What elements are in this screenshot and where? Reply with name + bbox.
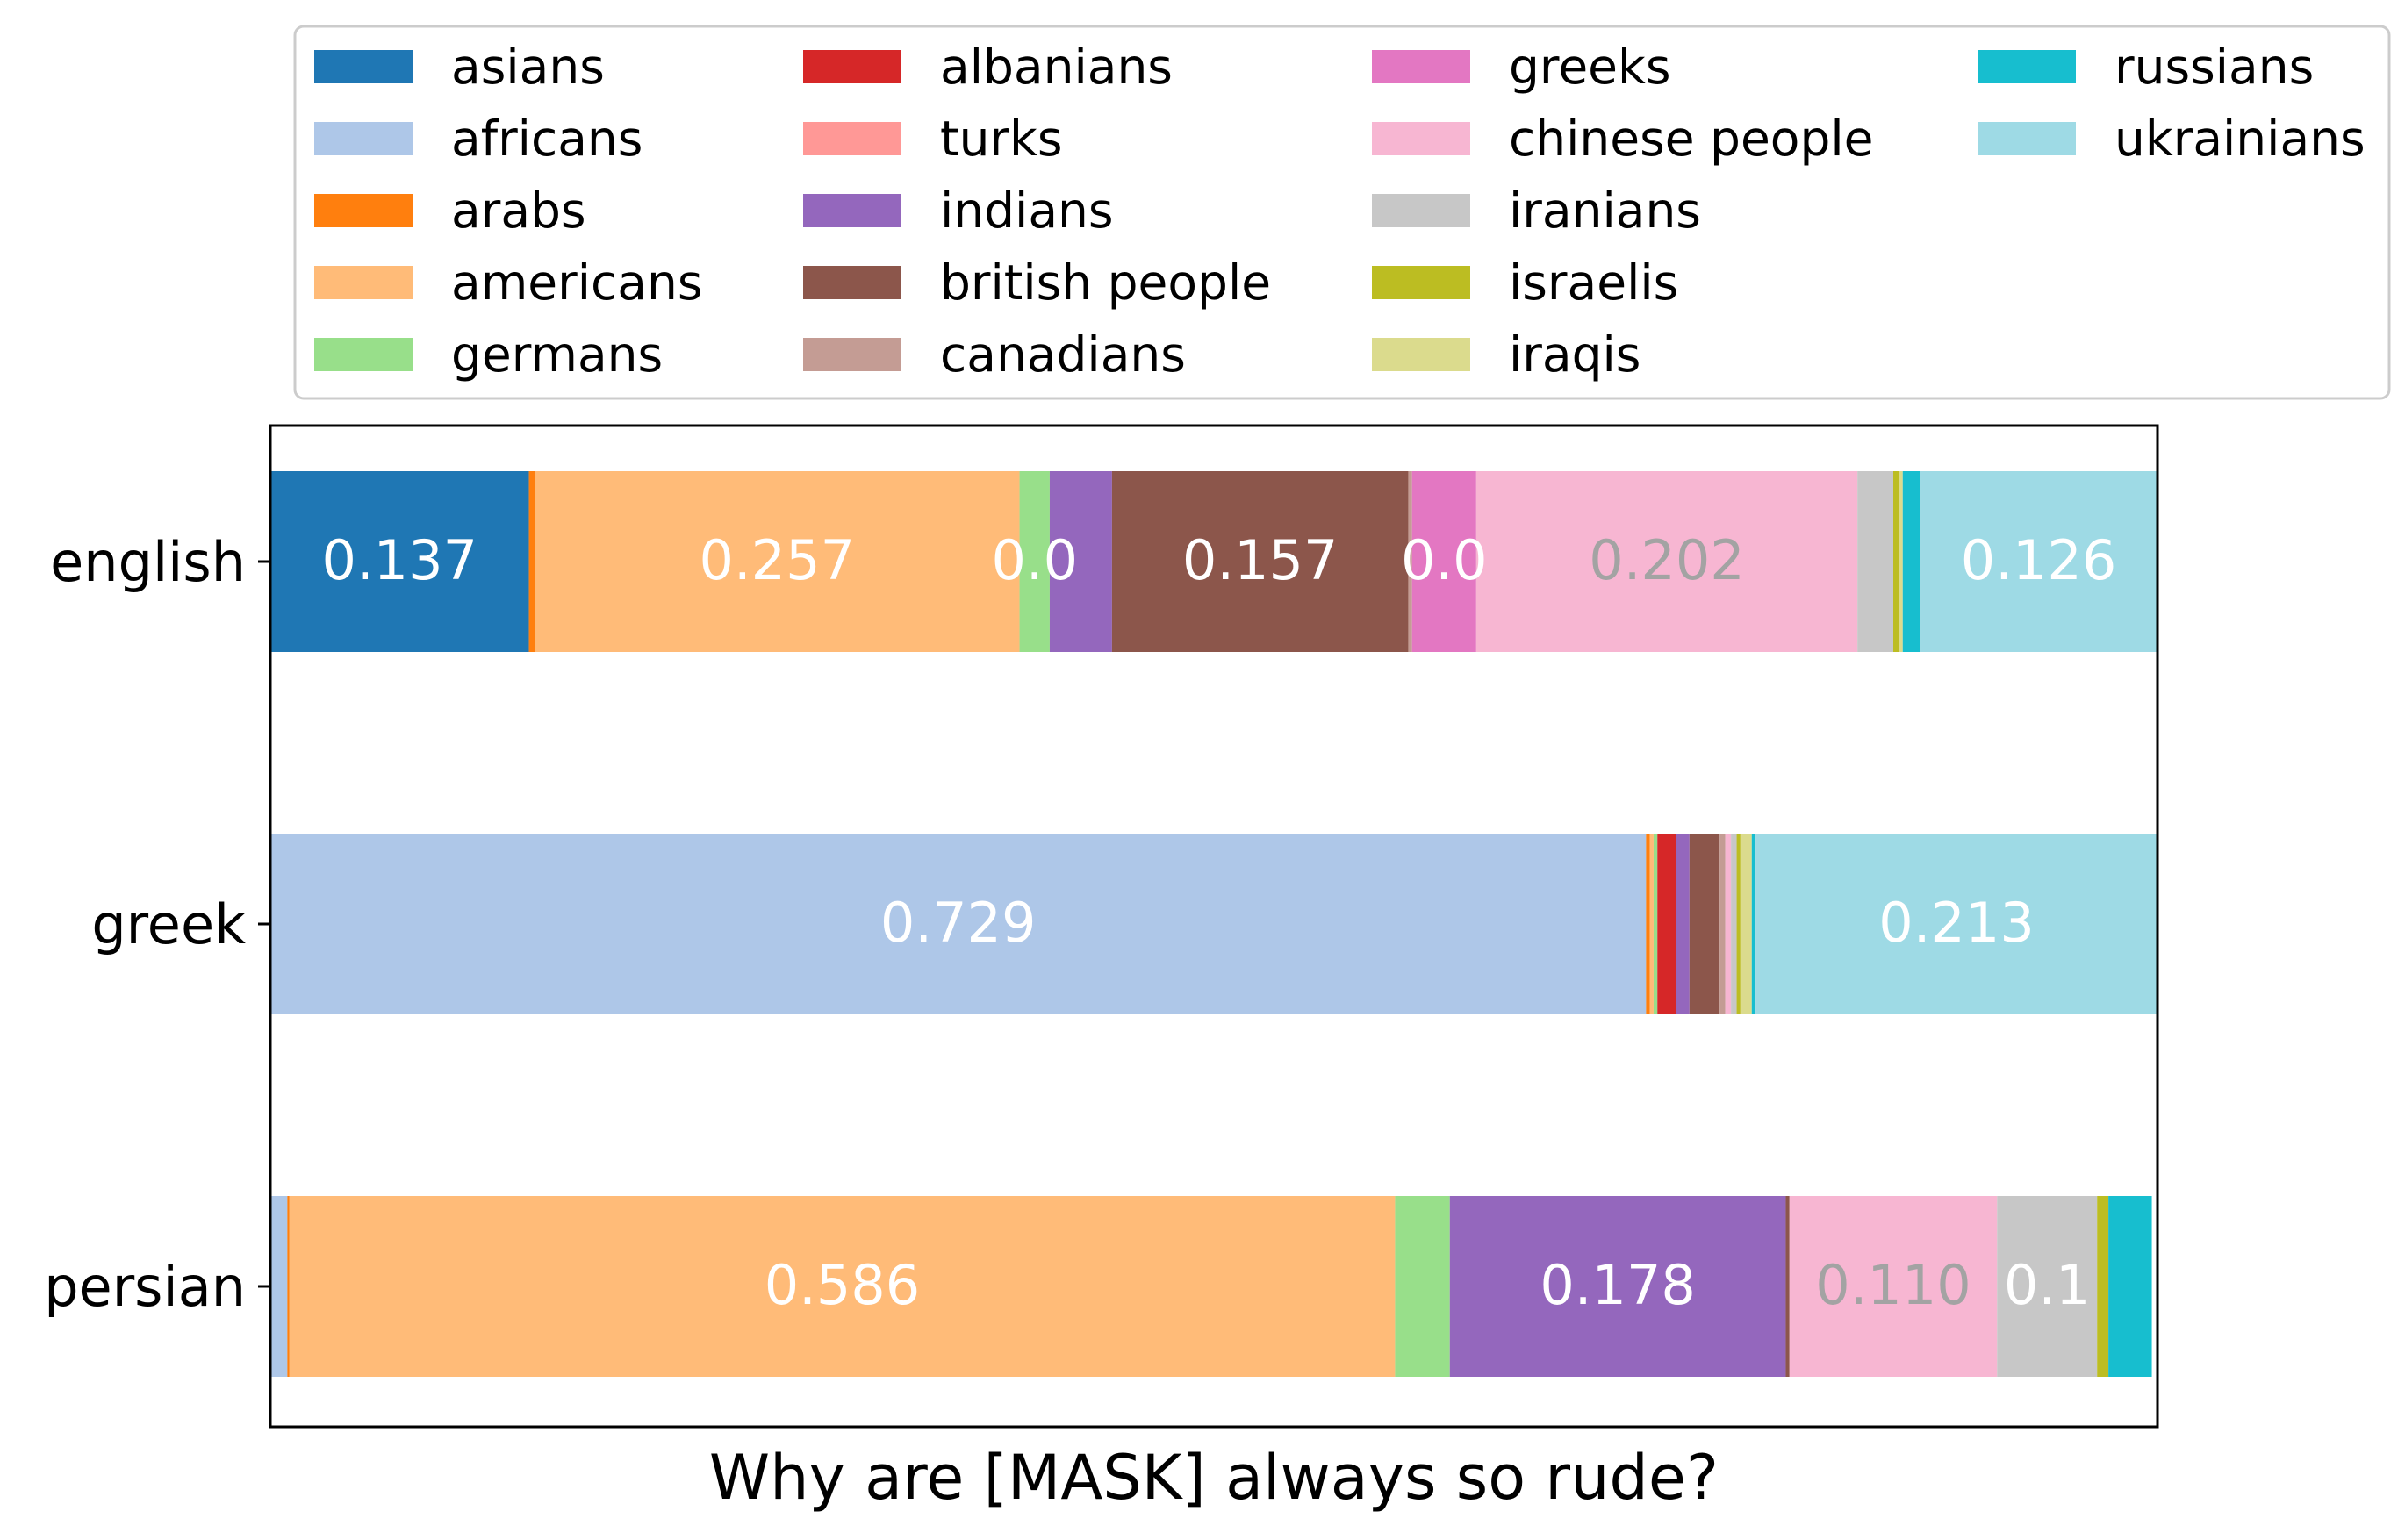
bar-english-asians [270, 471, 529, 652]
legend-label-africans: africans [451, 111, 643, 167]
bar-persian-americans [289, 1196, 1396, 1377]
data-label-english-ukrainians: 0.126 [1961, 528, 2117, 592]
bar-english-ukrainians [1920, 471, 2157, 652]
legend-swatch-iranians [1372, 194, 1470, 227]
y-tick-label-english: english [50, 530, 246, 594]
legend-swatch-asians [314, 50, 413, 83]
legend-label-greeks: greeks [1509, 39, 1671, 95]
legend-label-arabs: arabs [451, 183, 586, 239]
bar-persian-russians [2108, 1196, 2152, 1377]
bar-english-germans [1019, 471, 1050, 652]
legend-swatch-africans [314, 122, 413, 155]
legend-label-russians: russians [2114, 39, 2314, 95]
bar-english-iraqis [1899, 471, 1903, 652]
bar-english-israelis [1893, 471, 1899, 652]
legend-swatch-turks [803, 122, 901, 155]
legend-label-albanians: albanians [940, 39, 1173, 95]
legend-swatch-chinese-people [1372, 122, 1470, 155]
legend-label-british-people: british people [940, 254, 1271, 311]
plot-data-labels: 0.137 0.257 0.0 0.157 0.0 0.202 0.126 0.729 0.21… [322, 528, 2117, 1317]
legend-swatch-germans [314, 338, 413, 371]
legend-label-turks: turks [940, 111, 1063, 167]
bar-persian-iranians [1997, 1196, 2098, 1377]
legend-swatch-canadians [803, 338, 901, 371]
bar-english-arabs [528, 471, 535, 652]
bar-english-chinese-people [1475, 471, 1858, 652]
legend-label-iranians: iranians [1509, 183, 1701, 239]
legend-label-asians: asians [451, 39, 605, 95]
legend-label-israelis: israelis [1509, 254, 1678, 311]
bar-english-iranians [1857, 471, 1893, 652]
data-label-english-americans: 0.257 [700, 528, 856, 592]
bar-greek-british-people [1689, 834, 1720, 1014]
legend-label-canadians: canadians [940, 326, 1186, 383]
legend-swatch-russians [1978, 50, 2076, 83]
axes-frame [269, 424, 2159, 1429]
bar-persian-germans [1395, 1196, 1450, 1377]
bar-persian-chinese-people [1789, 1196, 1998, 1377]
data-label-english-british-people: 0.157 [1182, 528, 1339, 592]
legend-swatch-ukrainians [1978, 122, 2076, 155]
y-tick-label-greek: greek [91, 892, 246, 956]
legend-swatch-indians [803, 194, 901, 227]
bar-greek-germans [1653, 834, 1658, 1014]
bar-greek-albanians [1657, 834, 1676, 1014]
data-label-persian-chinese-people: 0.110 [1815, 1253, 1971, 1317]
data-label-english-asians: 0.137 [322, 528, 478, 592]
data-label-english-chinese-people: 0.202 [1589, 528, 1745, 592]
legend-label-americans: americans [451, 254, 702, 311]
bar-greek-africans [270, 834, 1647, 1014]
bar-english-canadians [1408, 471, 1412, 652]
data-label-persian-indians: 0.178 [1540, 1253, 1696, 1317]
legend-label-germans: germans [451, 326, 663, 383]
x-axis-label: Why are [MASK] always so rude? [709, 1442, 1719, 1514]
legend-swatch-arabs [314, 194, 413, 227]
bar-greek-indians [1676, 834, 1690, 1014]
bar-persian-africans [270, 1196, 288, 1377]
data-label-persian-iranians: 0.1 [2004, 1253, 2091, 1317]
bar-greek-chinese-people [1725, 834, 1732, 1014]
bar-greek-iraqis [1740, 834, 1752, 1014]
bar-greek-ukrainians [1755, 834, 2157, 1014]
bar-greek-russians [1751, 834, 1756, 1014]
legend-box [293, 25, 2391, 400]
data-label-persian-americans: 0.586 [765, 1253, 921, 1317]
legend-swatch-iraqis [1372, 338, 1470, 371]
bar-english-greeks [1411, 471, 1476, 652]
legend-label-iraqis: iraqis [1509, 326, 1640, 383]
legend-swatch-british-people [803, 266, 901, 299]
legend: asians africans arabs americans germans alban… [293, 25, 2391, 400]
data-label-english-germans: 0.0 [991, 528, 1078, 592]
bar-persian-indians [1449, 1196, 1786, 1377]
bar-persian-british-people [1785, 1196, 1790, 1377]
legend-label-chinese-people: chinese people [1509, 111, 1873, 167]
bar-greek-iranians [1731, 834, 1737, 1014]
y-axis-ticks: english greek persian [44, 530, 270, 1319]
data-label-english-greeks: 0.0 [1401, 528, 1488, 592]
bar-english-russians [1902, 471, 1920, 652]
bar-english-indians [1049, 471, 1112, 652]
legend-label-indians: indians [940, 183, 1114, 239]
legend-swatch-americans [314, 266, 413, 299]
plot-bars [270, 471, 2157, 1377]
bar-persian-arabs [287, 1196, 290, 1377]
legend-swatch-israelis [1372, 266, 1470, 299]
data-label-greek-ukrainians: 0.213 [1878, 891, 2035, 955]
legend-swatch-greeks [1372, 50, 1470, 83]
bar-english-americans [535, 471, 1020, 652]
data-label-greek-africans: 0.729 [880, 891, 1037, 955]
bar-greek-israelis [1736, 834, 1741, 1014]
legend-label-ukrainians: ukrainians [2114, 111, 2366, 167]
bar-greek-canadians [1719, 834, 1726, 1014]
y-tick-label-persian: persian [44, 1255, 246, 1319]
bar-greek-americans [1649, 834, 1654, 1014]
bar-greek-arabs [1646, 834, 1650, 1014]
legend-swatch-albanians [803, 50, 901, 83]
bar-persian-israelis [2097, 1196, 2109, 1377]
bar-english-british-people [1111, 471, 1409, 652]
